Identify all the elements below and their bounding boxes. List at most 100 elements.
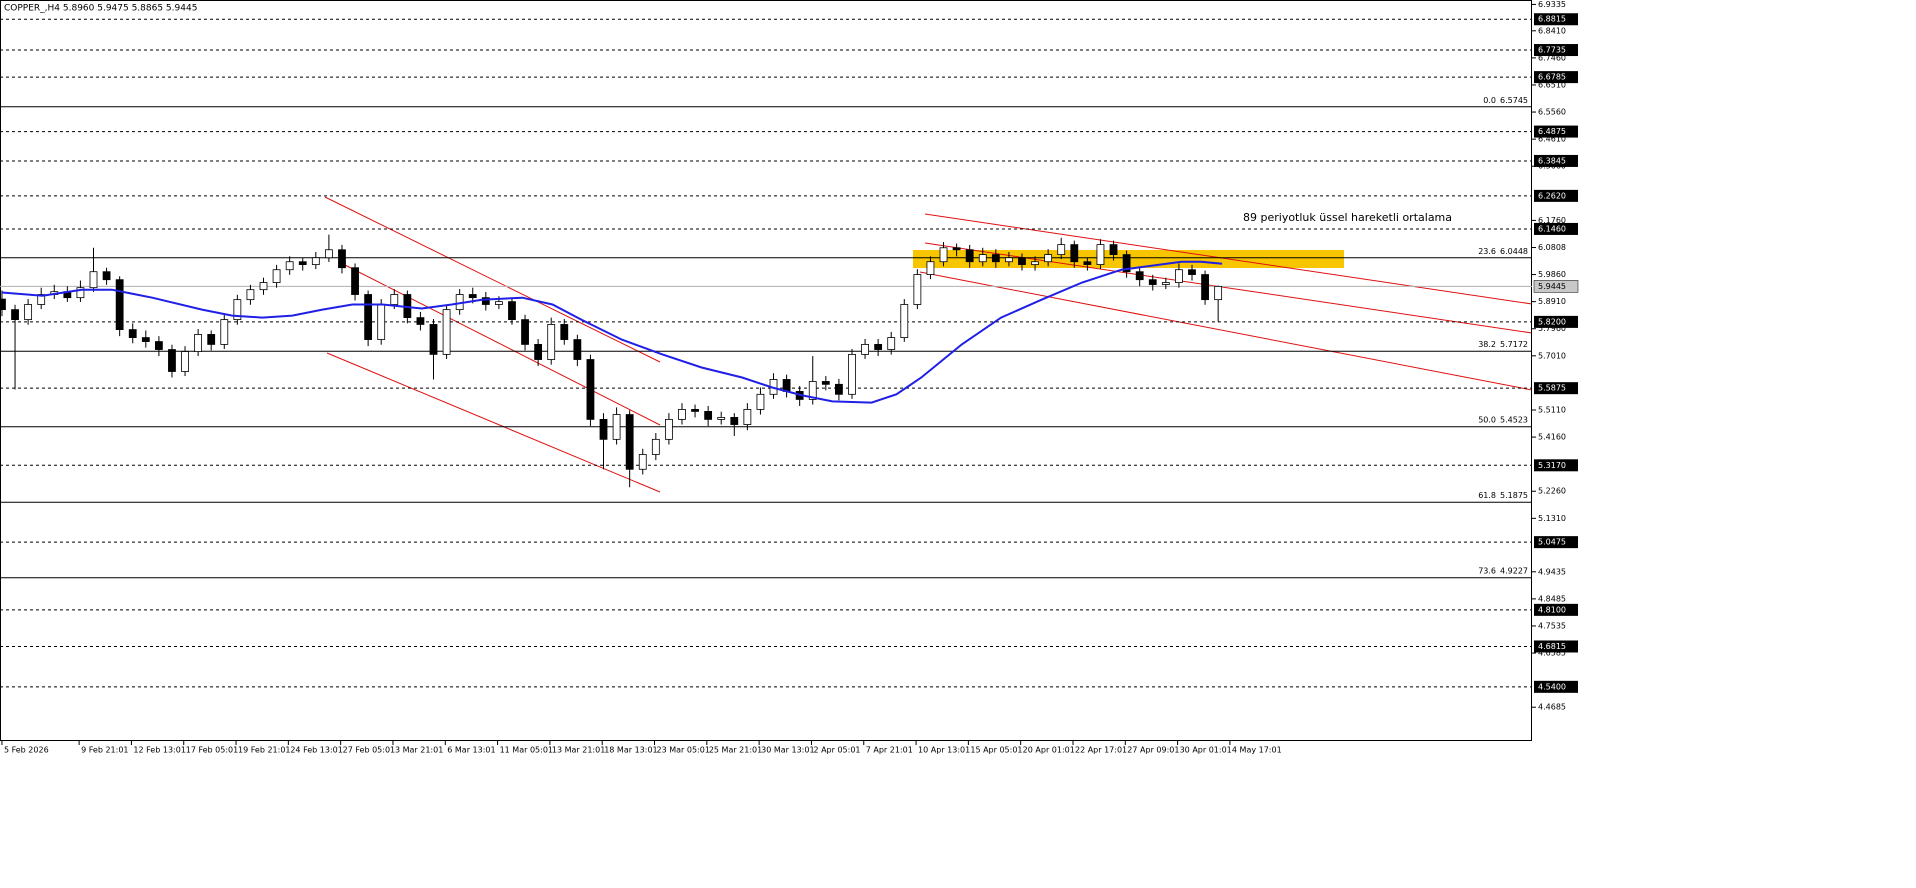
trendlines (324, 196, 1533, 493)
candle-body (1083, 261, 1092, 265)
fib-label: 50.0 5.4523 (1478, 415, 1528, 424)
level-label-box (1534, 189, 1578, 202)
candle-body (848, 353, 856, 395)
last-price-box (1533, 280, 1579, 293)
candle-body (1096, 244, 1105, 265)
candle-body (272, 269, 281, 283)
x-tick-label: 18 Mar 13:01 (604, 746, 657, 755)
candle-body (952, 247, 961, 251)
level-label: 4.6815 (1538, 642, 1566, 651)
fib-value: 5.4523 (1500, 415, 1528, 424)
candle-body (913, 274, 922, 305)
x-tick-label: 20 Apr 01:01 (1023, 746, 1075, 755)
fib-label: 73.6 4.9227 (1478, 566, 1528, 575)
candle-body (612, 414, 621, 440)
y-tick-label: 5.4160 (1538, 433, 1566, 442)
candle-body (939, 247, 948, 263)
x-tick-label: 27 Apr 09:01 (1127, 746, 1179, 755)
y-tick-label: 4.4685 (1538, 703, 1566, 712)
trendline (344, 264, 661, 426)
candle-body (311, 257, 320, 265)
level-label-box (1534, 459, 1578, 472)
level-label: 6.3845 (1538, 156, 1566, 165)
candle-body (141, 337, 150, 342)
candle-body (1122, 254, 1131, 273)
candle-body (1031, 261, 1039, 265)
candle-body (625, 414, 634, 470)
candle-body (128, 329, 137, 338)
candle-body (285, 261, 294, 271)
candle-body (573, 339, 582, 360)
y-tick-label: 5.7960 (1538, 324, 1566, 333)
fib-value: 6.0448 (1500, 246, 1528, 255)
candle-body (599, 418, 608, 440)
candle-body (704, 411, 713, 420)
x-tick-label: 23 Mar 05:01 (657, 746, 710, 755)
x-tick-label: 12 Feb 13:01 (133, 746, 185, 755)
y-tick-label: 5.2260 (1538, 487, 1566, 496)
y-tick-label: 5.9860 (1538, 270, 1566, 279)
candle-body (808, 381, 817, 400)
level-label: 5.5875 (1538, 384, 1566, 393)
candle-body (665, 418, 673, 440)
candle-body (521, 319, 529, 345)
level-label: 6.2620 (1538, 191, 1566, 200)
fib-level: 23.6 (1478, 246, 1496, 255)
candle-body (494, 301, 503, 305)
plot-frame (0, 0, 1532, 741)
candle-body (259, 282, 268, 291)
x-tick-label: 17 Feb 05:01 (186, 746, 238, 755)
y-tick-label: 6.9335 (1538, 0, 1566, 9)
level-label: 6.8815 (1538, 15, 1566, 24)
level-label: 4.8100 (1538, 605, 1566, 614)
fib-value: 5.1875 (1500, 491, 1528, 500)
x-tick-label: 6 Mar 13:01 (447, 746, 495, 755)
candle-body (978, 254, 987, 263)
y-tick-label: 6.4610 (1538, 135, 1566, 144)
y-tick-label: 5.1310 (1538, 514, 1566, 523)
trendline (919, 271, 1533, 391)
candle-body (508, 301, 516, 321)
annotation: 89 periyotluk üssel hareketli ortalama (1243, 211, 1452, 224)
level-label: 4.5400 (1538, 682, 1566, 691)
level-label-box (1534, 680, 1578, 693)
candle-body (207, 334, 216, 345)
y-tick-label: 4.6585 (1538, 649, 1566, 658)
last-price-label: 5.9445 (1538, 282, 1566, 291)
level-label: 5.0475 (1538, 538, 1566, 547)
candle-body (743, 409, 752, 425)
y-tick-label: 4.7535 (1538, 621, 1566, 630)
x-tick-label: 19 Feb 21:01 (238, 746, 290, 755)
candle-body (730, 417, 739, 425)
candle-body (1188, 269, 1196, 275)
candle-body (691, 409, 699, 412)
candle-body (364, 294, 373, 340)
candle-body (1109, 244, 1118, 256)
candle-body (1057, 244, 1066, 256)
fib-level: 38.2 (1478, 340, 1496, 349)
candle-body (102, 271, 111, 281)
fib-label: 23.6 6.0448 (1478, 246, 1528, 255)
candle-body (560, 324, 569, 340)
x-tick-label: 4 May 17:01 (1232, 746, 1282, 755)
candle-body (965, 249, 974, 263)
y-tick-label: 4.9435 (1538, 567, 1566, 576)
fib-level: 0.0 (1483, 95, 1496, 104)
candle-body (324, 249, 333, 259)
candle-body (429, 324, 438, 355)
level-label-box (1534, 44, 1578, 57)
candle-body (861, 344, 869, 355)
candle-body (1214, 285, 1223, 301)
y-tick-label: 5.8910 (1538, 297, 1566, 306)
level-label: 5.3170 (1538, 461, 1566, 470)
chart-title: COPPER_,H4 5.8960 5.9475 5.8865 5.9445 (4, 4, 197, 14)
fib-label: 38.2 5.7172 (1478, 340, 1528, 349)
x-tick-label: 7 Apr 21:01 (866, 746, 913, 755)
level-label-box (1534, 382, 1578, 395)
level-label: 6.4875 (1538, 127, 1566, 136)
x-tick-label: 30 Apr 01:01 (1180, 746, 1232, 755)
candle-body (991, 254, 1000, 263)
candle-body (246, 289, 255, 301)
